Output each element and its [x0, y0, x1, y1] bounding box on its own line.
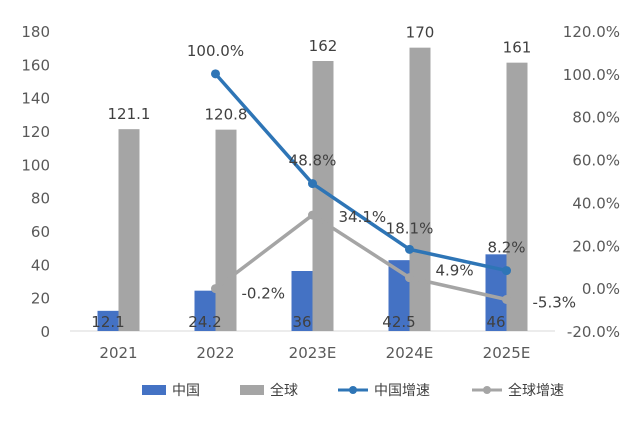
global-bar	[409, 47, 431, 332]
china-bar-value-label: 36	[292, 313, 311, 331]
global-growth-value-label: -0.2%	[242, 285, 286, 303]
china-bar-value-label: 42.5	[382, 313, 415, 331]
china-growth-value-label: 18.1%	[386, 219, 434, 237]
y-right-tick-label: 100.0%	[563, 66, 620, 84]
y-left-tick-label: 20	[31, 290, 50, 308]
china-bar-value-label: 24.2	[188, 313, 221, 331]
china-growth-point	[502, 266, 511, 276]
y-left-tick-label: 40	[31, 256, 50, 274]
global-bar-value-label: 161	[503, 39, 532, 57]
global-bar-value-label: 170	[406, 24, 435, 42]
china-growth-line	[214, 72, 507, 273]
china-bar	[194, 290, 216, 331]
global-growth-value-label: 4.9%	[436, 262, 474, 280]
china-bar	[291, 271, 313, 331]
global-bar	[215, 129, 237, 331]
legend-marker	[483, 386, 491, 394]
china-growth-point	[308, 179, 317, 189]
china-bar	[485, 254, 507, 331]
legend-label: 全球增速	[508, 382, 564, 399]
y-left-tick-label: 80	[31, 190, 50, 208]
china-growth-point	[405, 244, 414, 254]
y-right-tick-label: 20.0%	[572, 237, 620, 255]
china-growth-value-label: 100.0%	[187, 42, 244, 60]
y-right-tick-label: 40.0%	[572, 194, 620, 212]
global-growth-point	[211, 284, 220, 294]
global-growth-point	[502, 295, 511, 304]
y-left-tick-label: 140	[21, 90, 50, 108]
legend-swatch	[240, 385, 264, 395]
global-growth-line	[214, 213, 507, 302]
y-right-tick-label: 0.0%	[582, 280, 620, 298]
global-growth-point	[308, 210, 317, 220]
global-bar-value-label: 120.8	[205, 106, 248, 124]
legend-label: 全球	[270, 382, 298, 399]
china-bar-value-label: 46	[486, 313, 505, 331]
china-bar	[388, 260, 410, 331]
y-right-tick-label: 60.0%	[572, 152, 620, 170]
global-bar	[506, 62, 528, 332]
x-tick-label: 2021	[99, 344, 137, 362]
global-growth-value-label: 34.1%	[339, 208, 387, 226]
y-right-tick-label: 120.0%	[563, 23, 620, 41]
china-bar-value-label: 12.1	[91, 313, 124, 331]
x-tick-label: 2025E	[483, 344, 531, 362]
china-growth-point	[211, 69, 220, 79]
y-left-tick-label: 120	[21, 123, 50, 141]
global-bar-value-label: 121.1	[108, 105, 151, 123]
y-left-tick-label: 60	[31, 223, 50, 241]
china-bar	[97, 310, 119, 331]
y-right-tick-label: 80.0%	[572, 109, 620, 127]
global-growth-point	[405, 273, 414, 283]
y-left-tick-label: 160	[21, 56, 50, 74]
legend-marker	[349, 386, 357, 394]
legend-swatch	[142, 385, 166, 395]
legend-label: 中国	[172, 383, 200, 399]
y-left-tick-label: 180	[21, 23, 50, 41]
x-tick-label: 2023E	[289, 344, 337, 362]
china-growth-value-label: 8.2%	[487, 239, 525, 257]
global-bar	[118, 129, 140, 331]
y-left-tick-label: 100	[21, 156, 50, 174]
legend-label: 中国增速	[374, 383, 430, 399]
x-tick-label: 2022	[196, 344, 234, 362]
china-growth-value-label: 48.8%	[289, 152, 337, 170]
x-tick-label: 2024E	[386, 344, 434, 362]
y-left-tick-label: 0	[40, 323, 50, 341]
global-growth-value-label: -5.3%	[533, 294, 577, 312]
y-right-tick-label: -20.0%	[567, 323, 620, 341]
global-bar-value-label: 162	[309, 37, 338, 55]
global-bar	[312, 61, 334, 331]
